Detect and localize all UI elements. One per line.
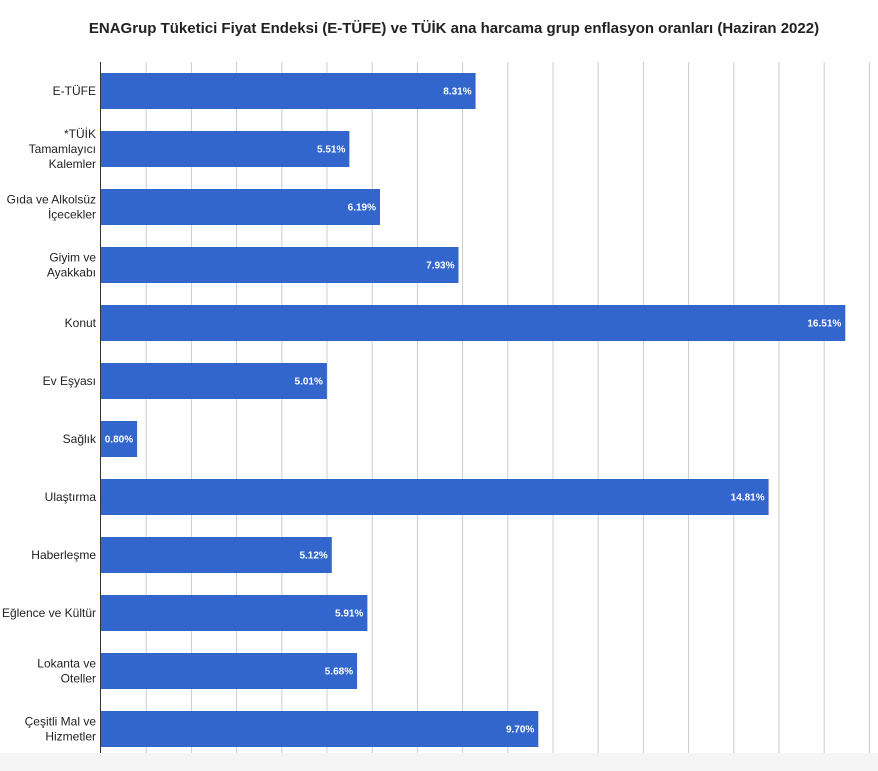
category-label: Eğlence ve Kültür [2,606,96,620]
category-label: Çeşitli Mal ve Hizmetler [25,715,97,744]
bar [101,189,380,225]
data-label: 14.81% [731,493,765,504]
data-label: 7.93% [426,261,454,272]
bar [101,73,476,109]
category-label: Ev Eşyası [43,374,96,388]
chart-title: ENAGrup Tüketici Fiyat Endeksi (E-TÜFE) … [88,20,820,37]
bar [101,653,358,689]
bar [101,537,332,573]
data-label: 5.12% [299,551,327,562]
data-label: 8.31% [443,87,471,98]
bars: 8.31% 5.51% 6.19% 7.93% 16.51% 5.01% 0.80% 14.8… [101,73,846,747]
footer-strip [0,753,878,771]
bar [101,247,459,283]
bar [101,421,138,457]
grid-lines [145,62,870,758]
category-label: E-TÜFE [53,84,96,98]
bar [101,479,769,515]
category-label: Lokanta ve Oteller [37,657,96,686]
data-label: 9.70% [506,725,534,736]
data-label: 5.51% [317,145,345,156]
category-label: Gıda ve Alkolsüz İçecekler [7,193,96,222]
bar [101,711,539,747]
category-label: Sağlık [63,432,97,446]
category-label: Haberleşme [31,548,96,562]
category-label: Giyim ve Ayakkabı [47,251,96,280]
bar [101,131,350,167]
category-labels: E-TÜFE *TÜİK Tamamlayıcı Kalemler Gıda ve Al… [2,84,97,744]
data-label: 0.80% [105,435,133,446]
bar [101,363,327,399]
category-label: *TÜİK Tamamlayıcı Kalemler [29,127,96,171]
bar [101,595,368,631]
category-label: Ulaştırma [45,490,97,504]
category-label: Konut [65,316,97,330]
bar [101,305,846,341]
data-label: 6.19% [348,203,376,214]
data-label: 5.01% [295,377,323,388]
data-label: 5.91% [335,609,363,620]
data-label: 5.68% [325,667,353,678]
data-label: 16.51% [807,319,841,330]
